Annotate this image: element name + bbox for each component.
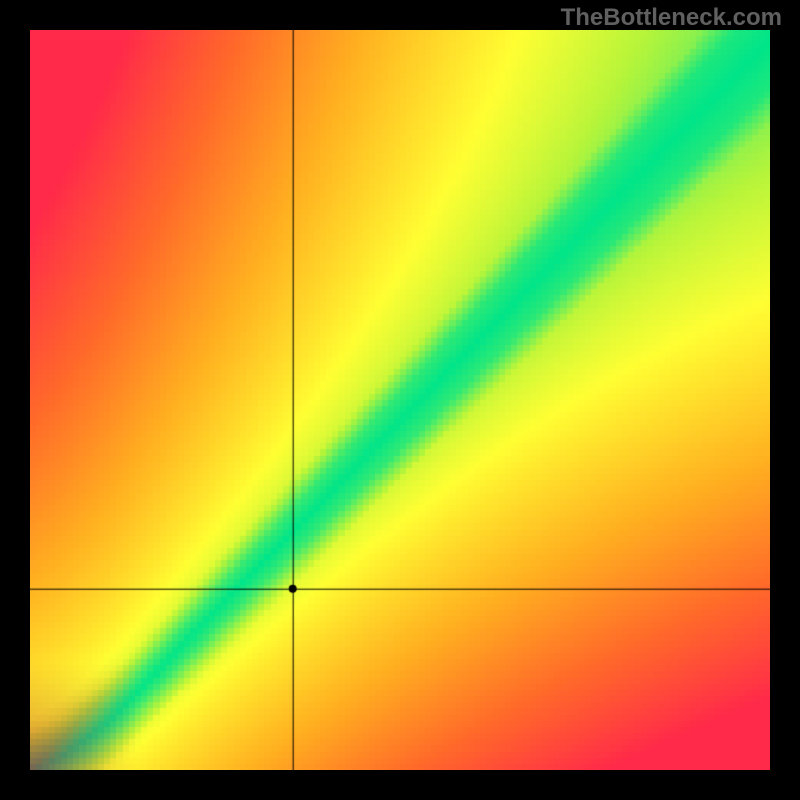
heatmap-plot	[30, 30, 770, 770]
chart-container: TheBottleneck.com	[0, 0, 800, 800]
watermark-text: TheBottleneck.com	[561, 4, 782, 32]
